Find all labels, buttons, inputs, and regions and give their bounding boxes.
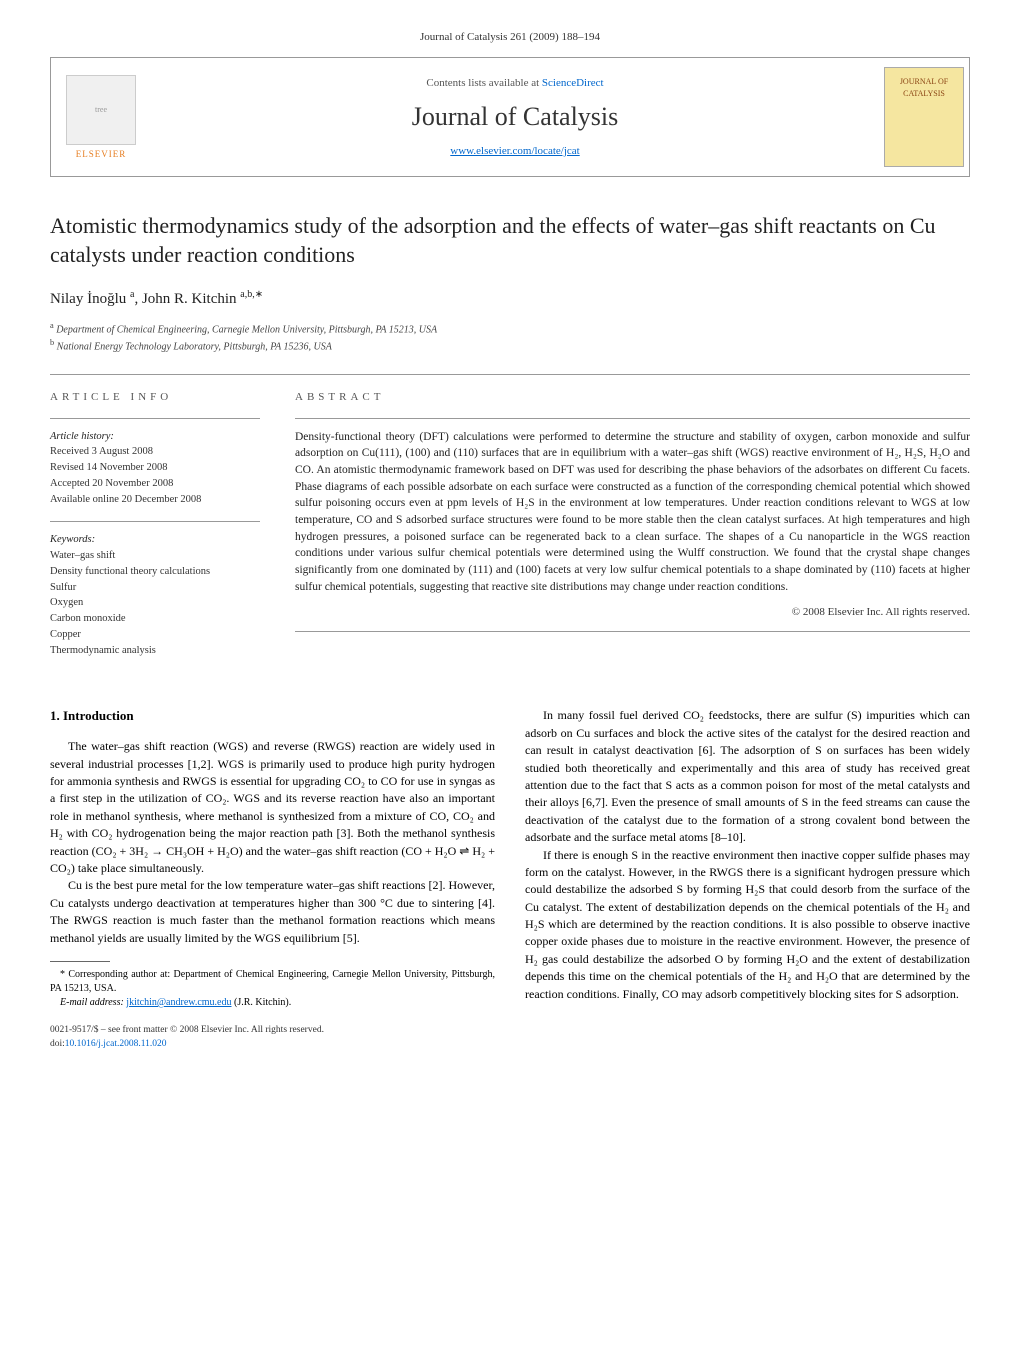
keyword-item: Thermodynamic analysis (50, 643, 260, 659)
doi-line: doi:10.1016/j.jcat.2008.11.020 (50, 1038, 495, 1052)
author-email-link[interactable]: jkitchin@andrew.cmu.edu (126, 997, 231, 1008)
divider (50, 374, 970, 375)
doi-link[interactable]: 10.1016/j.jcat.2008.11.020 (65, 1039, 167, 1049)
corresponding-author-note: * Corresponding author at: Department of… (50, 968, 495, 996)
journal-cover-icon: JOURNAL OF CATALYSIS (884, 67, 964, 167)
article-info-label: ARTICLE INFO (50, 390, 260, 405)
divider (295, 418, 970, 419)
body-column-left: 1. Introduction The water–gas shift reac… (50, 707, 495, 1051)
keyword-item: Copper (50, 627, 260, 643)
keywords-block: Keywords: Water–gas shiftDensity functio… (50, 532, 260, 658)
publisher-logo-block: tree ELSEVIER (51, 58, 151, 176)
publisher-name: ELSEVIER (76, 148, 127, 161)
cover-line1: JOURNAL OF (900, 76, 948, 87)
footnote-separator (50, 961, 110, 962)
doi-label: doi: (50, 1039, 65, 1049)
keyword-item: Oxygen (50, 595, 260, 611)
abstract-copyright: © 2008 Elsevier Inc. All rights reserved… (295, 605, 970, 620)
affiliation-line: a Department of Chemical Engineering, Ca… (50, 320, 970, 337)
body-columns: 1. Introduction The water–gas shift reac… (50, 707, 970, 1051)
online-date: Available online 20 December 2008 (50, 492, 260, 508)
article-info-column: ARTICLE INFO Article history: Received 3… (50, 390, 260, 672)
intro-heading: 1. Introduction (50, 707, 495, 726)
revised-date: Revised 14 November 2008 (50, 460, 260, 476)
body-paragraph: If there is enough S in the reactive env… (525, 847, 970, 1004)
abstract-text: Density-functional theory (DFT) calculat… (295, 429, 970, 596)
divider (295, 631, 970, 632)
keyword-item: Density functional theory calculations (50, 564, 260, 580)
contents-available-line: Contents lists available at ScienceDirec… (426, 76, 603, 91)
divider (50, 418, 260, 419)
body-column-right: In many fossil fuel derived CO₂ feedstoc… (525, 707, 970, 1051)
cover-line2: CATALYSIS (903, 88, 945, 99)
issn-line: 0021-9517/$ – see front matter © 2008 El… (50, 1024, 495, 1038)
history-heading: Article history: (50, 429, 260, 445)
abstract-column: ABSTRACT Density-functional theory (DFT)… (295, 390, 970, 672)
body-paragraph: In many fossil fuel derived CO₂ feedstoc… (525, 707, 970, 846)
header-center: Contents lists available at ScienceDirec… (151, 58, 879, 176)
info-abstract-row: ARTICLE INFO Article history: Received 3… (50, 390, 970, 672)
footnotes-block: * Corresponding author at: Department of… (50, 968, 495, 1010)
divider (50, 521, 260, 522)
journal-cover-block: JOURNAL OF CATALYSIS (879, 58, 969, 176)
journal-name: Journal of Catalysis (412, 99, 619, 135)
body-paragraph: Cu is the best pure metal for the low te… (50, 877, 495, 947)
affiliations-block: a Department of Chemical Engineering, Ca… (50, 320, 970, 355)
citation-header: Journal of Catalysis 261 (2009) 188–194 (50, 30, 970, 45)
keyword-item: Sulfur (50, 580, 260, 596)
journal-homepage-link[interactable]: www.elsevier.com/locate/jcat (450, 144, 579, 159)
sciencedirect-link[interactable]: ScienceDirect (542, 77, 604, 89)
affiliation-line: b National Energy Technology Laboratory,… (50, 337, 970, 354)
received-date: Received 3 August 2008 (50, 444, 260, 460)
contents-prefix: Contents lists available at (426, 77, 541, 89)
abstract-label: ABSTRACT (295, 390, 970, 405)
accepted-date: Accepted 20 November 2008 (50, 476, 260, 492)
email-line: E-mail address: jkitchin@andrew.cmu.edu … (50, 996, 495, 1010)
keywords-heading: Keywords: (50, 532, 260, 548)
article-history-block: Article history: Received 3 August 2008 … (50, 429, 260, 508)
page-bottom-left: 0021-9517/$ – see front matter © 2008 El… (50, 1024, 495, 1052)
email-label: E-mail address: (60, 997, 124, 1008)
keywords-list: Water–gas shiftDensity functional theory… (50, 548, 260, 658)
keyword-item: Carbon monoxide (50, 611, 260, 627)
corresponding-text: Corresponding author at: Department of C… (50, 969, 495, 994)
elsevier-tree-icon: tree (66, 75, 136, 145)
body-paragraph: The water–gas shift reaction (WGS) and r… (50, 738, 495, 877)
email-suffix: (J.R. Kitchin). (234, 997, 291, 1008)
keyword-item: Water–gas shift (50, 548, 260, 564)
article-title: Atomistic thermodynamics study of the ad… (50, 212, 970, 269)
journal-header-box: tree ELSEVIER Contents lists available a… (50, 57, 970, 177)
authors-line: Nilay İnoğlu a, John R. Kitchin a,b,∗ (50, 288, 970, 310)
